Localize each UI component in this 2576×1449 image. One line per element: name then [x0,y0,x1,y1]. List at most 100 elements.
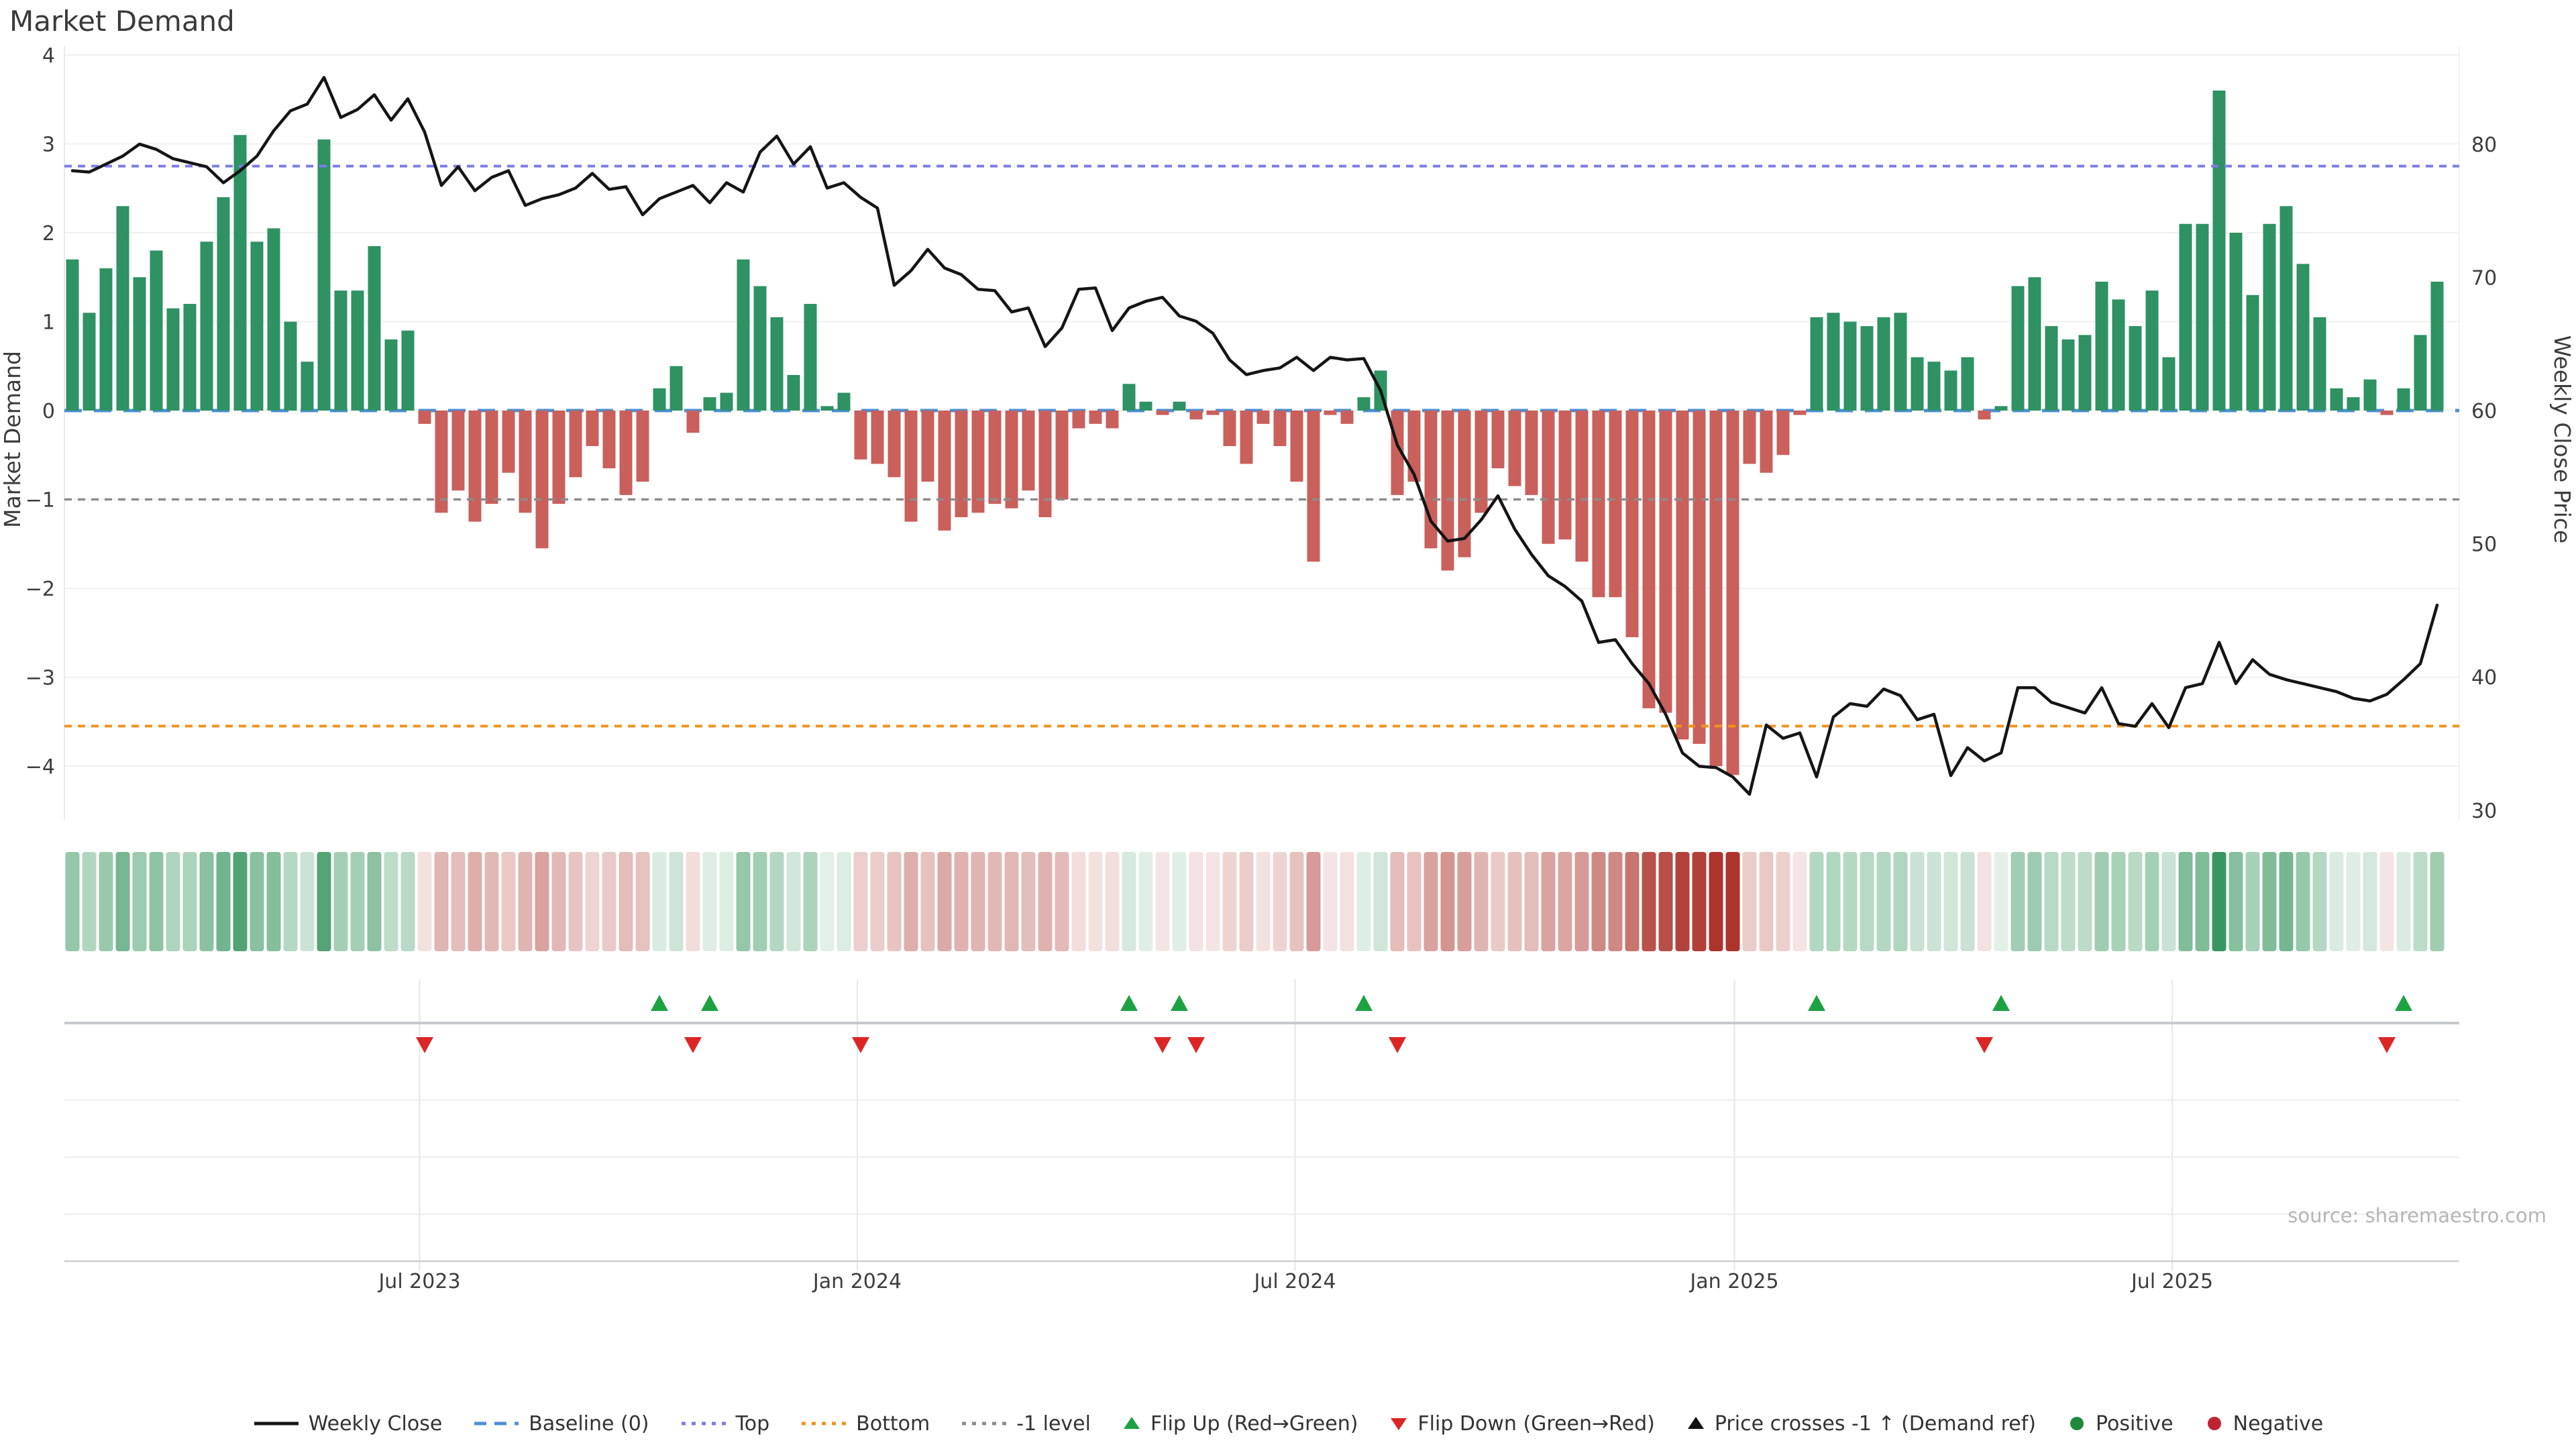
heatmap-cell [904,852,918,951]
heatmap-cell [266,852,281,951]
heatmap-cell [736,852,751,951]
heatmap-cell [2195,852,2210,951]
heatmap-cell [870,852,885,951]
legend-item-label: Positive [2095,1411,2174,1436]
demand-bar [1726,411,1739,775]
flip-down-marker [2378,1037,2396,1053]
heatmap-cell [1306,852,1321,951]
demand-bar [770,317,784,411]
heatmap-cell [1994,852,2008,951]
marker-subplot [64,979,2459,1271]
demand-bar [1877,317,1890,411]
demand-bar [1508,411,1521,486]
triangle-up-icon [1687,1417,1704,1429]
demand-bar [1625,411,1639,637]
heatmap-cell [1407,852,1421,951]
legend-item-label: Baseline (0) [529,1411,649,1436]
demand-bar [1407,411,1421,482]
demand-bar [1189,411,1203,420]
demand-bar [1340,411,1354,424]
legend-item-flip-up-red-green: Flip Up (Red→Green) [1122,1412,1358,1436]
heatmap-cell [1977,852,1992,951]
demand-bar [1860,326,1874,411]
heatmap-cell [535,852,549,951]
heatmap-cell [1860,852,1874,951]
demand-bar [485,411,498,504]
legend-item-label: Flip Down (Green→Red) [1417,1411,1655,1436]
demand-bar [1038,411,1052,517]
demand-bar [971,411,985,513]
x-tick-label: Jan 2024 [812,1270,902,1293]
heatmap-cell [2430,852,2445,951]
heatmap-cell [635,852,650,951]
demand-bar [317,139,331,411]
demand-bar [1491,411,1505,469]
flip-down-marker [1389,1037,1406,1053]
flip-up-marker [1120,995,1138,1011]
heatmap-cell [233,852,248,951]
demand-bar [753,286,767,411]
demand-bar [569,411,582,478]
heatmap-cell [317,852,331,951]
demand-bar [334,290,347,411]
heatmap-cell [417,852,432,951]
heatmap-cell [367,852,382,951]
demand-bar [1760,411,1773,473]
demand-bar [368,246,381,411]
heatmap-cell [451,852,466,951]
demand-bar [686,411,700,433]
demand-bar [904,411,918,522]
heatmap-cell [1457,852,1472,951]
heatmap-cell [115,852,130,951]
heatmap-cell [987,852,1002,951]
demand-bar [519,411,532,513]
heatmap-cell [1507,852,1522,951]
heatmap-cell [920,852,935,951]
legend-item-price-crosses-1-demand-ref: Price crosses -1 ↑ (Demand ref) [1686,1412,2036,1436]
heatmap-strip [65,852,2445,951]
demand-bar [233,135,247,411]
heatmap-cell [2111,852,2126,951]
left-tick-label: 1 [42,311,55,335]
demand-bar [1055,411,1069,500]
demand-bar [116,206,129,411]
flip-up-marker [651,995,668,1011]
heatmap-cell [1541,852,1556,951]
heatmap-cell [1524,852,1539,951]
flip-up-marker [1992,995,2010,1011]
heatmap-cell [2379,852,2394,951]
demand-bar [2095,281,2108,411]
heatmap-cell [719,852,734,951]
heatmap-cell [501,852,516,951]
flip-down-marker [416,1037,433,1053]
heatmap-cell [216,852,231,951]
heatmap-cell [2061,852,2076,951]
heatmap-cell [82,852,97,951]
demand-bar [1810,317,1823,411]
demand-bar [1273,411,1287,446]
demand-bar [2078,335,2092,411]
heatmap-cell [182,852,197,951]
heatmap-cell [384,852,398,951]
legend-item-label: -1 level [1016,1411,1091,1436]
heatmap-cell [2010,852,2025,951]
heatmap-cell [1474,852,1489,951]
demand-bar [217,197,230,411]
heatmap-cell [1356,852,1371,951]
line-swatch-icon [254,1421,299,1426]
heatmap-cell [250,852,264,951]
demand-bar [2430,281,2444,411]
demand-bar [1441,411,1454,571]
dashed-line-swatch-icon [802,1421,847,1426]
x-tick-label: Jul 2023 [377,1270,460,1293]
demand-bar [921,411,934,482]
heatmap-cell [1440,852,1455,951]
right-tick-label: 40 [2471,666,2497,690]
legend-item-1-level: -1 level [961,1412,1091,1436]
heatmap-cell [1373,852,1388,951]
heatmap-cell [1390,852,1405,951]
demand-bar [2196,223,2209,411]
legend-item-label: Price crosses -1 ↑ (Demand ref) [1714,1411,2036,1436]
heatmap-cell [753,852,767,951]
heatmap-cell [2128,852,2143,951]
